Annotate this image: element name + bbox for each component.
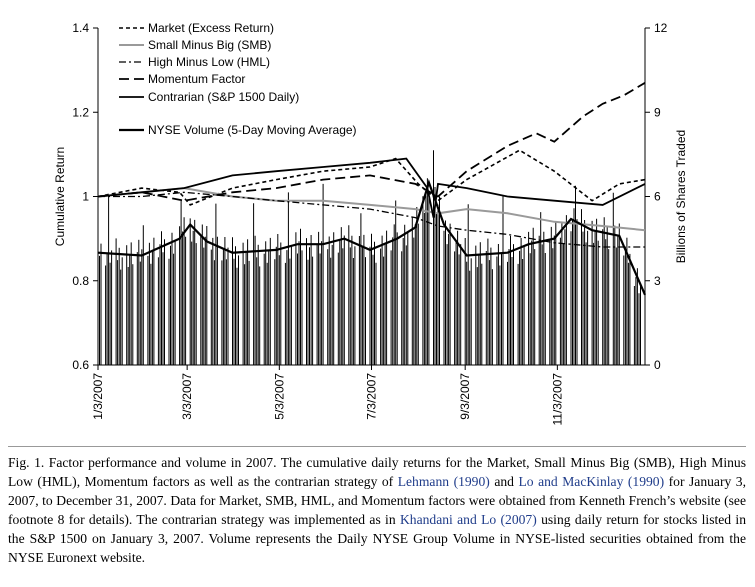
x-tick-label: 7/3/2007 (365, 373, 379, 420)
volume-ma-line (97, 178, 647, 296)
x-tick-label: 5/3/2007 (272, 373, 286, 420)
left-tick-label: 1.4 (72, 21, 89, 35)
left-tick-label: 1.2 (72, 105, 89, 119)
citation-khandani-lo-link[interactable]: Khandani and Lo (2007) (399, 512, 537, 527)
right-tick-label: 12 (654, 21, 668, 35)
momentum-line (97, 82, 646, 202)
caption-text-1: Fig. 1. Factor performance and volume in… (8, 455, 746, 489)
figure-caption: Fig. 1. Factor performance and volume in… (8, 453, 746, 567)
caption-text-2: and (489, 474, 519, 489)
right-tick-label: 9 (654, 105, 661, 119)
left-axis-title: Cumulative Return (53, 147, 67, 246)
caption-text-4: using daily return for stocks listed in … (8, 512, 746, 565)
legend-market-label: Market (Excess Return) (148, 21, 274, 35)
right-axis-title: Billions of Shares Traded (674, 130, 688, 263)
citation-lehmann-link[interactable]: Lehmann (1990) (397, 474, 490, 489)
chart-svg: 0.6 0.8 1 1.2 1.4 0 3 6 9 12 1/3/2007 3/3/2007 5/3/2… (53, 21, 688, 426)
caption-text-3: for January 3, 2007, to December 31, 200… (8, 474, 746, 527)
legend-hml-label: High Minus Low (HML) (148, 55, 270, 69)
x-tick-label: 11/3/2007 (550, 373, 564, 426)
right-tick-label: 0 (654, 358, 661, 372)
x-tick-label: 3/3/2007 (180, 373, 194, 420)
left-tick-label: 1 (82, 190, 89, 204)
right-tick-label: 6 (654, 190, 661, 204)
smb-line (97, 187, 646, 232)
caption-divider (8, 446, 746, 447)
left-tick-label: 0.6 (72, 358, 89, 372)
x-tick-label: 9/3/2007 (458, 373, 472, 420)
market-line (97, 149, 646, 206)
x-tick-label: 1/3/2007 (91, 373, 105, 420)
citation-lo-mackinlay-link[interactable]: Lo and MacKinlay (1990) (518, 474, 665, 489)
legend-volume-label: NYSE Volume (5-Day Moving Average) (148, 123, 357, 137)
contrarian-line (97, 157, 646, 218)
legend-contrarian-label: Contrarian (S&P 1500 Daily) (148, 90, 299, 104)
figure-chart: 0.6 0.8 1 1.2 1.4 0 3 6 9 12 1/3/2007 3/3/2007 5/3/2… (53, 21, 688, 426)
legend-momentum-label: Momentum Factor (148, 72, 245, 86)
right-tick-label: 3 (654, 274, 661, 288)
legend-smb-label: Small Minus Big (SMB) (148, 38, 271, 52)
left-tick-label: 0.8 (72, 274, 89, 288)
